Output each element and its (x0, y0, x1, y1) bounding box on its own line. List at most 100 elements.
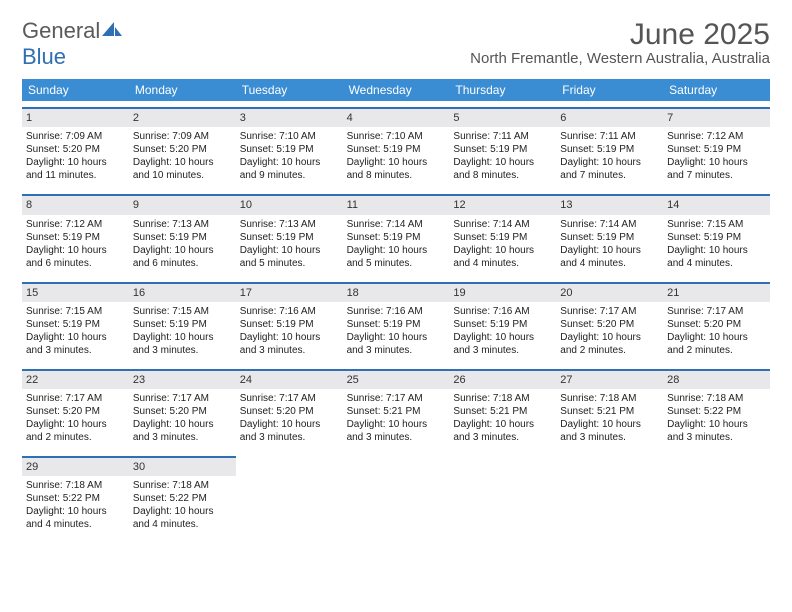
daylight-line-1: Daylight: 10 hours (347, 244, 446, 257)
dow-cell: Monday (129, 79, 236, 101)
daylight-line-1: Daylight: 10 hours (347, 418, 446, 431)
day-number: 27 (556, 369, 663, 389)
logo-text-blue: Blue (22, 44, 66, 69)
day-cell: 4Sunrise: 7:10 AMSunset: 5:19 PMDaylight… (343, 107, 450, 188)
daylight-line-1: Daylight: 10 hours (347, 331, 446, 344)
daylight-line-1: Daylight: 10 hours (26, 331, 125, 344)
sunset-line: Sunset: 5:19 PM (347, 318, 446, 331)
day-cell: 22Sunrise: 7:17 AMSunset: 5:20 PMDayligh… (22, 369, 129, 450)
page-title: June 2025 (470, 18, 770, 52)
sunrise-line: Sunrise: 7:12 AM (667, 130, 766, 143)
sunrise-line: Sunrise: 7:12 AM (26, 218, 125, 231)
day-cell (663, 456, 770, 537)
sunset-line: Sunset: 5:21 PM (347, 405, 446, 418)
week-row: 8Sunrise: 7:12 AMSunset: 5:19 PMDaylight… (22, 194, 770, 275)
sunset-line: Sunset: 5:21 PM (560, 405, 659, 418)
sunrise-line: Sunrise: 7:15 AM (667, 218, 766, 231)
sunrise-line: Sunrise: 7:17 AM (26, 392, 125, 405)
day-cell: 15Sunrise: 7:15 AMSunset: 5:19 PMDayligh… (22, 282, 129, 363)
daylight-line-2: and 2 minutes. (667, 344, 766, 357)
daylight-line-2: and 4 minutes. (453, 257, 552, 270)
week-row: 1Sunrise: 7:09 AMSunset: 5:20 PMDaylight… (22, 107, 770, 188)
daylight-line-1: Daylight: 10 hours (560, 331, 659, 344)
day-number: 15 (22, 282, 129, 302)
daylight-line-1: Daylight: 10 hours (240, 244, 339, 257)
sunrise-line: Sunrise: 7:13 AM (240, 218, 339, 231)
sunrise-line: Sunrise: 7:18 AM (453, 392, 552, 405)
sunrise-line: Sunrise: 7:17 AM (240, 392, 339, 405)
week-row: 15Sunrise: 7:15 AMSunset: 5:19 PMDayligh… (22, 282, 770, 363)
day-number: 10 (236, 194, 343, 214)
sunset-line: Sunset: 5:19 PM (560, 143, 659, 156)
sunrise-line: Sunrise: 7:18 AM (26, 479, 125, 492)
day-cell: 6Sunrise: 7:11 AMSunset: 5:19 PMDaylight… (556, 107, 663, 188)
sunrise-line: Sunrise: 7:09 AM (133, 130, 232, 143)
day-number: 12 (449, 194, 556, 214)
sunset-line: Sunset: 5:20 PM (667, 318, 766, 331)
sunset-line: Sunset: 5:19 PM (667, 231, 766, 244)
sunset-line: Sunset: 5:19 PM (453, 231, 552, 244)
daylight-line-2: and 7 minutes. (667, 169, 766, 182)
calendar: SundayMondayTuesdayWednesdayThursdayFrid… (22, 79, 770, 537)
day-cell: 25Sunrise: 7:17 AMSunset: 5:21 PMDayligh… (343, 369, 450, 450)
day-number: 19 (449, 282, 556, 302)
weeks-container: 1Sunrise: 7:09 AMSunset: 5:20 PMDaylight… (22, 107, 770, 537)
dow-cell: Tuesday (236, 79, 343, 101)
sunrise-line: Sunrise: 7:18 AM (667, 392, 766, 405)
sunset-line: Sunset: 5:22 PM (667, 405, 766, 418)
daylight-line-2: and 3 minutes. (667, 431, 766, 444)
day-cell (236, 456, 343, 537)
sunrise-line: Sunrise: 7:16 AM (347, 305, 446, 318)
daylight-line-2: and 8 minutes. (347, 169, 446, 182)
daylight-line-1: Daylight: 10 hours (240, 418, 339, 431)
daylight-line-2: and 3 minutes. (560, 431, 659, 444)
day-number: 9 (129, 194, 236, 214)
sunset-line: Sunset: 5:20 PM (133, 143, 232, 156)
daylight-line-2: and 6 minutes. (133, 257, 232, 270)
sunset-line: Sunset: 5:19 PM (453, 318, 552, 331)
day-number: 25 (343, 369, 450, 389)
daylight-line-1: Daylight: 10 hours (560, 244, 659, 257)
day-number: 18 (343, 282, 450, 302)
daylight-line-1: Daylight: 10 hours (453, 156, 552, 169)
day-cell: 12Sunrise: 7:14 AMSunset: 5:19 PMDayligh… (449, 194, 556, 275)
daylight-line-1: Daylight: 10 hours (133, 156, 232, 169)
day-cell: 8Sunrise: 7:12 AMSunset: 5:19 PMDaylight… (22, 194, 129, 275)
daylight-line-2: and 3 minutes. (26, 344, 125, 357)
day-cell: 17Sunrise: 7:16 AMSunset: 5:19 PMDayligh… (236, 282, 343, 363)
day-number: 21 (663, 282, 770, 302)
day-cell: 1Sunrise: 7:09 AMSunset: 5:20 PMDaylight… (22, 107, 129, 188)
day-number: 4 (343, 107, 450, 127)
day-number: 22 (22, 369, 129, 389)
daylight-line-2: and 4 minutes. (560, 257, 659, 270)
daylight-line-1: Daylight: 10 hours (133, 331, 232, 344)
sunset-line: Sunset: 5:22 PM (133, 492, 232, 505)
daylight-line-2: and 3 minutes. (240, 344, 339, 357)
daylight-line-2: and 3 minutes. (240, 431, 339, 444)
daylight-line-1: Daylight: 10 hours (560, 418, 659, 431)
day-cell: 2 Sunrise: 7:09 AMSunset: 5:20 PMDaylight… (129, 107, 236, 188)
sunrise-line: Sunrise: 7:14 AM (453, 218, 552, 231)
day-number: 14 (663, 194, 770, 214)
sunset-line: Sunset: 5:20 PM (133, 405, 232, 418)
sunset-line: Sunset: 5:19 PM (240, 231, 339, 244)
day-number: 2 (129, 107, 236, 127)
daylight-line-2: and 7 minutes. (560, 169, 659, 182)
sunset-line: Sunset: 5:19 PM (26, 318, 125, 331)
day-cell (343, 456, 450, 537)
day-number: 8 (22, 194, 129, 214)
dow-cell: Wednesday (343, 79, 450, 101)
sunset-line: Sunset: 5:20 PM (240, 405, 339, 418)
daylight-line-2: and 3 minutes. (347, 344, 446, 357)
sunset-line: Sunset: 5:19 PM (453, 143, 552, 156)
sunset-line: Sunset: 5:19 PM (560, 231, 659, 244)
logo-text-general: General (22, 18, 100, 43)
sunrise-line: Sunrise: 7:09 AM (26, 130, 125, 143)
daylight-line-2: and 4 minutes. (26, 518, 125, 531)
day-cell: 29Sunrise: 7:18 AMSunset: 5:22 PMDayligh… (22, 456, 129, 537)
sunrise-line: Sunrise: 7:16 AM (240, 305, 339, 318)
daylight-line-2: and 3 minutes. (453, 344, 552, 357)
daylight-line-1: Daylight: 10 hours (133, 505, 232, 518)
day-cell: 5Sunrise: 7:11 AMSunset: 5:19 PMDaylight… (449, 107, 556, 188)
daylight-line-2: and 11 minutes. (26, 169, 125, 182)
